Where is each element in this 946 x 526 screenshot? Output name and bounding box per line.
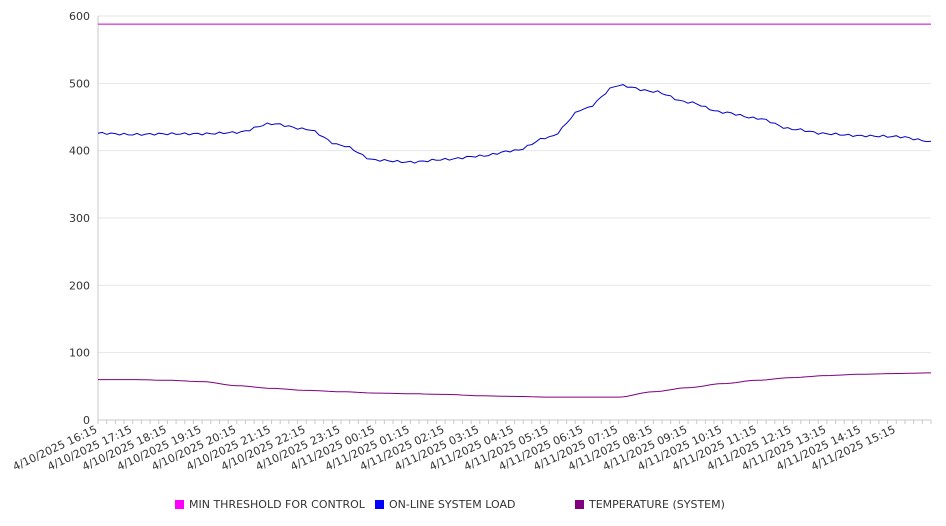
legend-label-system-load: ON-LINE SYSTEM LOAD	[389, 498, 516, 511]
x-axis-ticks: 4/10/2025 16:154/10/2025 17:154/10/2025 …	[11, 420, 932, 473]
legend-item-system-load: ON-LINE SYSTEM LOAD	[375, 498, 515, 511]
series-line-1	[97, 84, 932, 164]
y-tick-label: 300	[69, 212, 90, 225]
legend: MIN THRESHOLD FOR CONTROL ON-LINE SYSTEM…	[0, 498, 946, 514]
legend-swatch-system-load	[375, 500, 384, 509]
legend-label-temperature: TEMPERATURE (SYSTEM)	[589, 498, 725, 511]
series-line-2	[98, 372, 931, 398]
y-tick-label: 500	[69, 77, 90, 90]
legend-item-temperature: TEMPERATURE (SYSTEM)	[575, 498, 725, 511]
y-tick-label: 200	[69, 279, 90, 292]
y-tick-label: 100	[69, 347, 90, 360]
grid-lines	[98, 15, 931, 354]
y-tick-label: 0	[83, 414, 90, 427]
legend-swatch-min-threshold	[175, 500, 184, 509]
legend-item-min-threshold: MIN THRESHOLD FOR CONTROL	[175, 498, 365, 511]
series-lines	[97, 23, 932, 398]
y-tick-label: 600	[69, 10, 90, 23]
y-tick-label: 400	[69, 145, 90, 158]
y-axis-ticks: 0 100 200 300 400 500 600	[69, 10, 90, 427]
legend-label-min-threshold: MIN THRESHOLD FOR CONTROL	[189, 498, 365, 511]
legend-swatch-temperature	[575, 500, 584, 509]
